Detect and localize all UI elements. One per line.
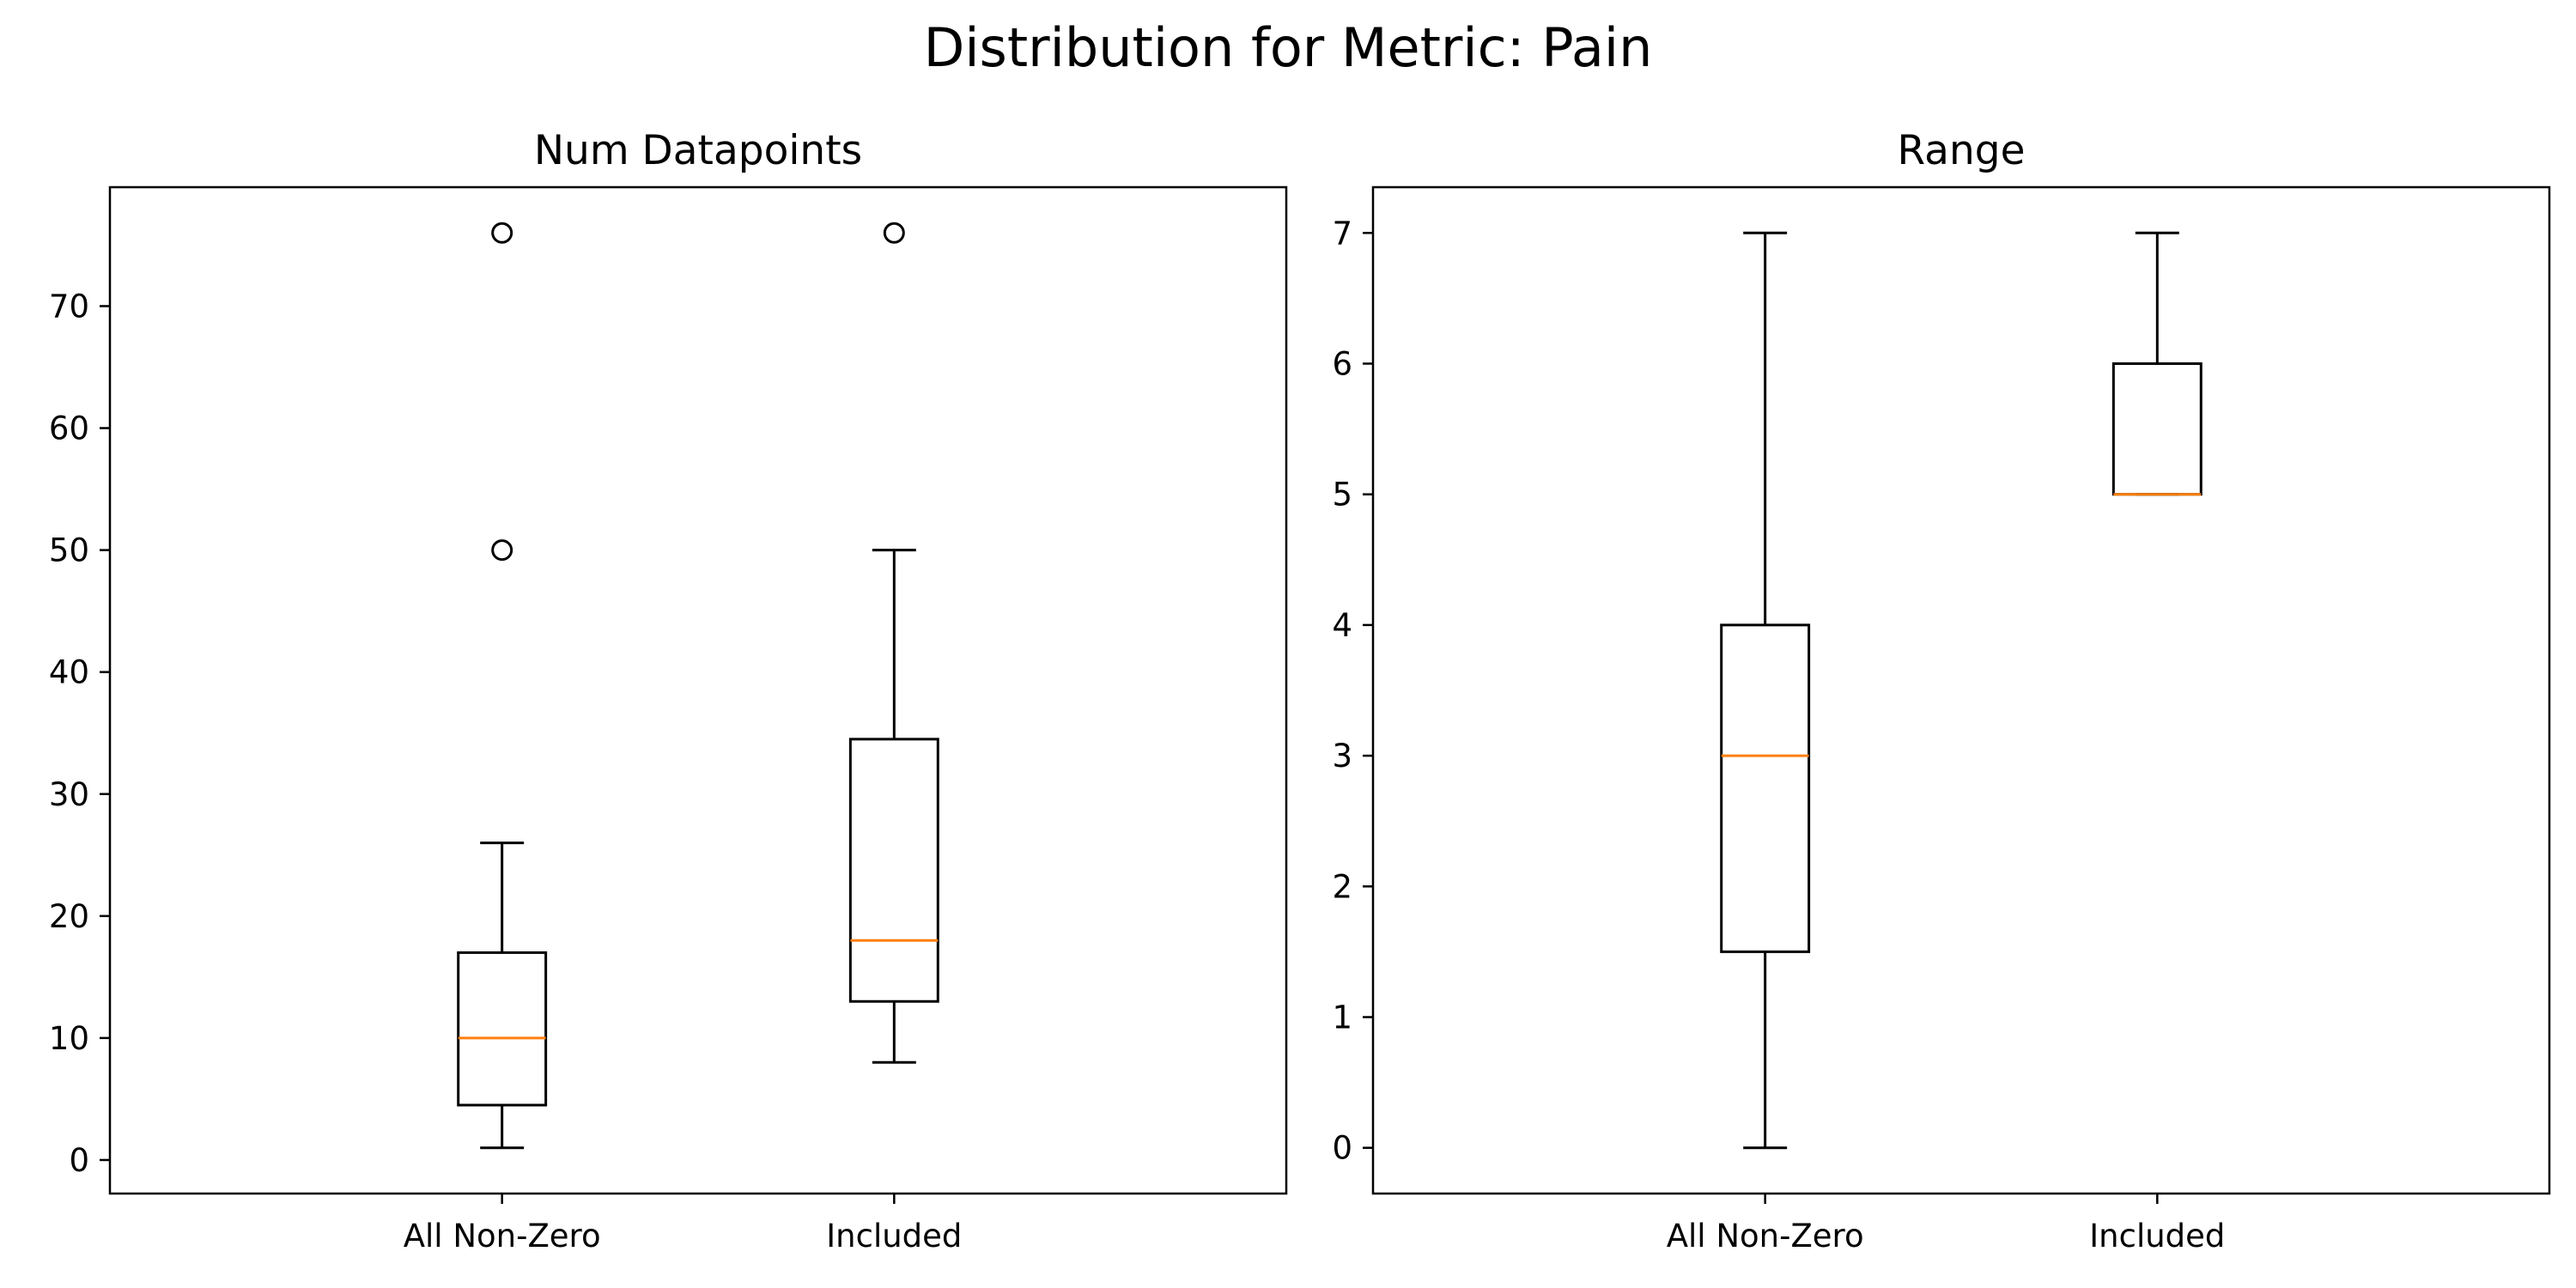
y-tick-label: 0 <box>1332 1130 1352 1167</box>
iqr-box <box>1720 623 1811 953</box>
x-tick-label: All Non-Zero <box>404 1218 601 1255</box>
figure-title: Distribution for Metric: Pain <box>924 16 1653 79</box>
y-tick-label: 20 <box>49 898 89 935</box>
y-tick-label: 30 <box>49 776 89 813</box>
y-tick-label: 40 <box>49 654 89 691</box>
subplot-range: Range 0 1 2 3 4 5 6 7 All Non-Zero Included <box>1332 127 2551 1255</box>
y-tick-label: 1 <box>1332 999 1352 1036</box>
iqr-box <box>457 951 548 1107</box>
y-tick-label: 4 <box>1332 607 1352 644</box>
subplot-title: Range <box>1898 127 2026 174</box>
box-included <box>848 222 939 1064</box>
x-tick-label: Included <box>2089 1218 2225 1255</box>
iqr-box <box>848 738 939 1003</box>
y-tick-label: 70 <box>49 289 89 325</box>
axes-frame <box>108 185 1288 1195</box>
y-tick-label: 50 <box>49 532 89 569</box>
x-tick-label: All Non-Zero <box>1667 1218 1864 1255</box>
y-tick-label: 10 <box>49 1020 89 1057</box>
y-tick-label: 0 <box>69 1142 89 1179</box>
y-tick-label: 60 <box>49 410 89 447</box>
box-all-non-zero <box>457 222 548 1150</box>
y-tick-label: 5 <box>1332 477 1352 513</box>
outlier-point <box>883 222 905 244</box>
y-tick-label: 3 <box>1332 738 1352 775</box>
y-tick-label: 2 <box>1332 868 1352 905</box>
box-all-non-zero <box>1720 231 1811 1150</box>
axes-frame <box>1371 185 2551 1195</box>
outlier-point <box>491 539 513 562</box>
box-included <box>2111 231 2202 496</box>
y-tick-label: 7 <box>1332 215 1352 252</box>
subplot-title: Num Datapoints <box>534 127 862 174</box>
x-tick-label: Included <box>826 1218 962 1255</box>
subplot-num-datapoints: Num Datapoints 0 10 20 30 40 50 60 70 All Non-Zer… <box>49 127 1288 1255</box>
outlier-point <box>491 222 513 244</box>
y-tick-label: 6 <box>1332 345 1352 382</box>
iqr-box <box>2111 361 2202 496</box>
